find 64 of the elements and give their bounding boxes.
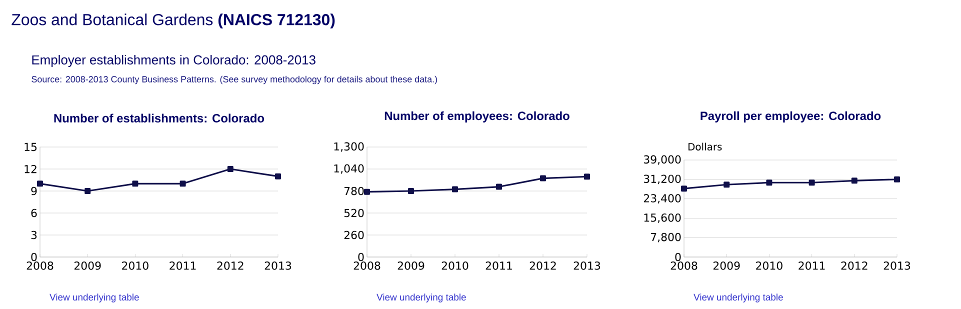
- x-tick-label: 2009: [398, 262, 424, 270]
- point: [681, 186, 688, 192]
- x-tick-label: 2012: [841, 262, 868, 270]
- x-tick-label: 2011: [486, 262, 512, 270]
- x-tick-label: 2010: [122, 262, 148, 270]
- y-tick-label: 12: [24, 164, 36, 174]
- y-tick-label: 0: [31, 252, 37, 262]
- y-tick-label: 3: [31, 230, 37, 240]
- x-tick-label: 2008: [26, 262, 54, 270]
- y-tick-label: 0: [675, 252, 681, 262]
- point: [894, 176, 900, 182]
- chart-title: Number of establishments: Colorado: [54, 114, 264, 122]
- y-tick-label: 260: [344, 230, 364, 240]
- x-tick-label: 2008: [670, 262, 698, 270]
- text: View underlying table: [50, 294, 139, 302]
- text: Employer establishments in Colorado: 2008-2013: [32, 54, 316, 68]
- point: [227, 166, 234, 172]
- x-tick-label: 2012: [217, 262, 244, 270]
- y-tick-label: 9: [31, 186, 37, 196]
- y-tick-label: 520: [344, 208, 364, 218]
- y-tick-label: 23,400: [644, 194, 681, 204]
- y-tick-label: 1,300: [334, 142, 364, 152]
- point: [540, 175, 546, 182]
- point: [132, 180, 138, 187]
- x-tick-label: 2013: [574, 262, 600, 270]
- y-tick-label: 1,040: [334, 164, 364, 174]
- y-tick-label: 780: [344, 186, 364, 196]
- y-tick-label: 39,000: [644, 155, 681, 165]
- y-tick-label: 7,800: [651, 232, 681, 242]
- text: Zoos and Botanical Gardens (NAICS 712130): [12, 14, 335, 28]
- point: [766, 180, 772, 186]
- point: [584, 174, 590, 180]
- point: [37, 180, 43, 187]
- x-tick-label: 2010: [756, 262, 782, 270]
- chart-title: Number of employees: Colorado: [384, 111, 570, 122]
- y-tick-label: 6: [31, 208, 37, 218]
- point: [851, 178, 858, 184]
- y-tick-label: 15,600: [644, 214, 681, 223]
- point: [408, 188, 414, 194]
- point: [275, 173, 282, 180]
- point: [364, 188, 370, 195]
- x-tick-label: 2008: [354, 262, 380, 270]
- point: [84, 188, 91, 194]
- y-tick-label: 15: [24, 142, 37, 152]
- point: [808, 180, 815, 186]
- point: [496, 184, 502, 190]
- chart-title: Payroll per employee: Colorado: [700, 111, 881, 122]
- x-tick-label: 2012: [530, 262, 556, 270]
- x-tick-label: 2013: [884, 262, 910, 270]
- x-tick-label: 2009: [713, 262, 740, 270]
- y-tick-label: 31,200: [644, 174, 681, 184]
- x-tick-label: 2011: [798, 262, 825, 270]
- x-tick-label: 2013: [264, 262, 292, 270]
- point: [180, 180, 186, 187]
- y-tick-label: 0: [358, 252, 364, 262]
- x-tick-label: 2011: [170, 262, 196, 270]
- source-note: Source: 2008-2013 County Business Patterns. (See survey methodology for details about these data.): [32, 76, 437, 84]
- text: View underlying table: [694, 294, 783, 302]
- y-axis-title: Dollars: [688, 142, 722, 150]
- x-tick-label: 2010: [442, 262, 468, 270]
- point: [724, 182, 730, 188]
- text: View underlying table: [376, 294, 466, 302]
- point: [452, 186, 458, 192]
- x-tick-label: 2009: [74, 262, 101, 270]
